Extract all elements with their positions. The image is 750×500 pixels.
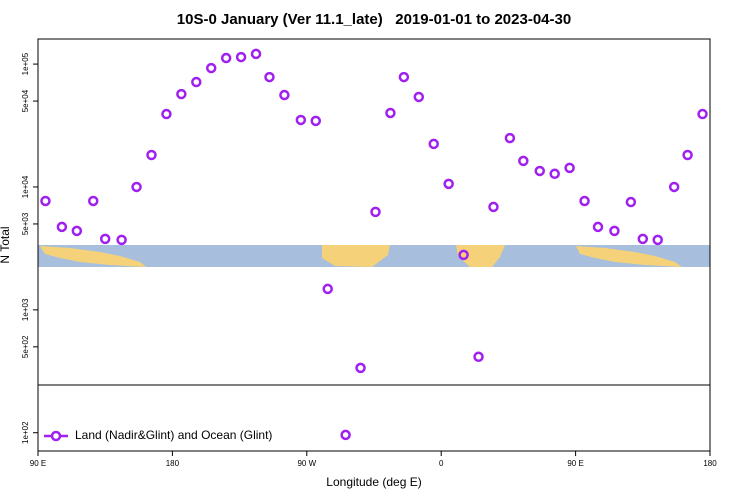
- data-point: [146, 149, 157, 161]
- data-point: [443, 178, 454, 190]
- y-tick-label: 5e+03: [21, 212, 30, 235]
- data-point: [340, 429, 351, 441]
- x-tick-label: 0: [439, 459, 444, 468]
- x-axis-label: Longitude (deg E): [326, 475, 421, 489]
- data-point: [398, 71, 410, 83]
- data-point: [668, 181, 680, 193]
- data-point: [355, 362, 366, 374]
- data-point: [549, 168, 560, 180]
- data-point: [534, 165, 546, 177]
- data-point: [592, 221, 604, 233]
- map-strip: [38, 245, 710, 267]
- legend-marker: [50, 430, 62, 442]
- data-point: [116, 234, 127, 246]
- y-axis-label: N Total: [0, 226, 12, 263]
- data-point: [264, 71, 275, 83]
- data-point: [385, 107, 396, 119]
- data-point: [279, 89, 290, 101]
- y-tick-label: 1e+04: [21, 175, 30, 198]
- x-tick-label: 180: [703, 459, 717, 468]
- chart-title: 10S-0 January (Ver 11.1_late) 2019-01-01…: [177, 11, 571, 28]
- x-tick-label: 90 W: [297, 459, 316, 468]
- data-point: [625, 196, 637, 208]
- data-point: [413, 91, 425, 103]
- y-tick-label: 1e+02: [21, 421, 30, 444]
- data-point: [504, 132, 516, 144]
- data-point: [191, 76, 202, 88]
- data-point: [220, 52, 232, 64]
- data-point: [458, 249, 469, 261]
- y-tick-label: 1e+05: [21, 52, 30, 75]
- x-tick-label: 90 E: [567, 459, 583, 468]
- data-point: [250, 48, 262, 60]
- data-point: [370, 206, 381, 218]
- data-point: [637, 233, 649, 245]
- data-point: [56, 221, 68, 233]
- data-point: [428, 138, 439, 150]
- data-point: [88, 195, 99, 207]
- plot-frame: [37, 38, 711, 452]
- data-point: [71, 225, 83, 237]
- data-point: [310, 115, 322, 127]
- data-point: [295, 114, 307, 126]
- data-point: [131, 181, 142, 193]
- data-point: [488, 201, 499, 213]
- data-point: [40, 195, 51, 207]
- data-point: [652, 234, 663, 246]
- data-point: [697, 108, 708, 120]
- data-point: [564, 162, 575, 174]
- y-tick-label: 5e+02: [21, 335, 30, 358]
- x-tick-label: 90 E: [30, 459, 46, 468]
- data-point: [579, 195, 590, 207]
- y-tick-label: 1e+03: [21, 298, 30, 321]
- y-tick-label: 5e+04: [21, 89, 30, 112]
- data-point: [609, 225, 620, 237]
- x-tick-label: 180: [166, 459, 180, 468]
- data-point: [682, 149, 693, 161]
- legend-label: Land (Nadir&Glint) and Ocean (Glint): [75, 428, 272, 442]
- data-point: [176, 88, 187, 100]
- data-point: [473, 351, 484, 363]
- data-point: [235, 51, 247, 63]
- data-point: [322, 283, 333, 295]
- data-point: [205, 62, 217, 74]
- data-point: [518, 155, 529, 167]
- data-point: [99, 233, 111, 245]
- data-point: [161, 108, 172, 120]
